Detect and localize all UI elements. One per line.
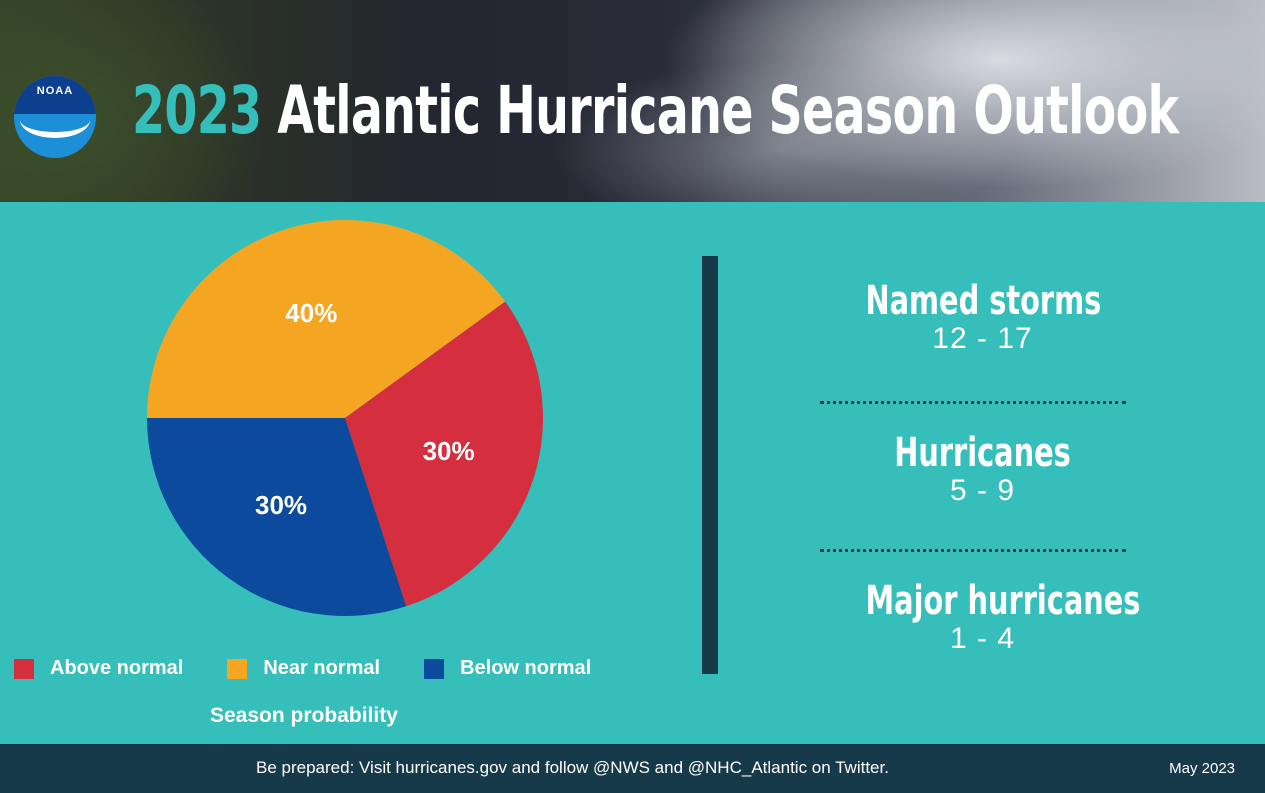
pie-slice-above-normal — [345, 301, 543, 607]
pie-data-label: 30% — [254, 490, 308, 521]
legend-label: Near normal — [263, 657, 381, 679]
pie-slice-below-normal — [147, 418, 407, 617]
legend-swatch — [227, 658, 248, 679]
pie-data-label: 40% — [285, 298, 338, 329]
footer: Be prepared: Visit hurricanes.gov and fo… — [0, 744, 1265, 793]
stat-label: Hurricanes — [894, 430, 1071, 476]
title-text: Atlantic Hurricane Season Outlook — [277, 72, 1179, 149]
legend: Above normal Near normal Below normal — [14, 657, 635, 680]
legend-swatch — [14, 658, 34, 679]
dotted-divider — [820, 549, 1126, 552]
vertical-divider — [702, 256, 718, 674]
chart-title: Season probability — [210, 704, 398, 727]
noaa-logo: NOAA — [14, 76, 96, 158]
pie-slice-near-normal — [147, 220, 506, 418]
stat-label: Major hurricanes — [865, 578, 1141, 624]
page-title: 2023 Atlantic Hurricane Season Outlook — [132, 72, 1179, 149]
title-year: 2023 — [132, 72, 262, 149]
stat-major-hurricanes: Major hurricanes 1 - 4 — [820, 578, 1145, 656]
stat-label: Named storms — [865, 278, 1102, 324]
legend-swatch — [424, 658, 445, 679]
legend-item-near: Near normal — [227, 657, 380, 680]
legend-label: Above normal — [50, 657, 184, 679]
footer-date: May 2023 — [1169, 760, 1235, 777]
legend-item-above: Above normal — [14, 657, 183, 680]
pie-data-label: 30% — [422, 435, 475, 466]
stat-value: 12 - 17 — [932, 322, 1033, 355]
stat-value: 5 - 9 — [949, 474, 1016, 507]
stat-hurricanes: Hurricanes 5 - 9 — [820, 430, 1145, 508]
noaa-logo-text: NOAA — [36, 85, 74, 97]
footer-message: Be prepared: Visit hurricanes.gov and fo… — [256, 758, 889, 777]
stat-value: 1 - 4 — [949, 622, 1016, 655]
header-banner: NOAA 2023 Atlantic Hurricane Season Outl… — [0, 0, 1265, 202]
dotted-divider — [820, 401, 1126, 404]
stat-named-storms: Named storms 12 - 17 — [820, 278, 1145, 356]
legend-item-below: Below normal — [424, 657, 591, 680]
legend-label: Below normal — [460, 657, 592, 679]
pie-chart — [147, 220, 543, 617]
